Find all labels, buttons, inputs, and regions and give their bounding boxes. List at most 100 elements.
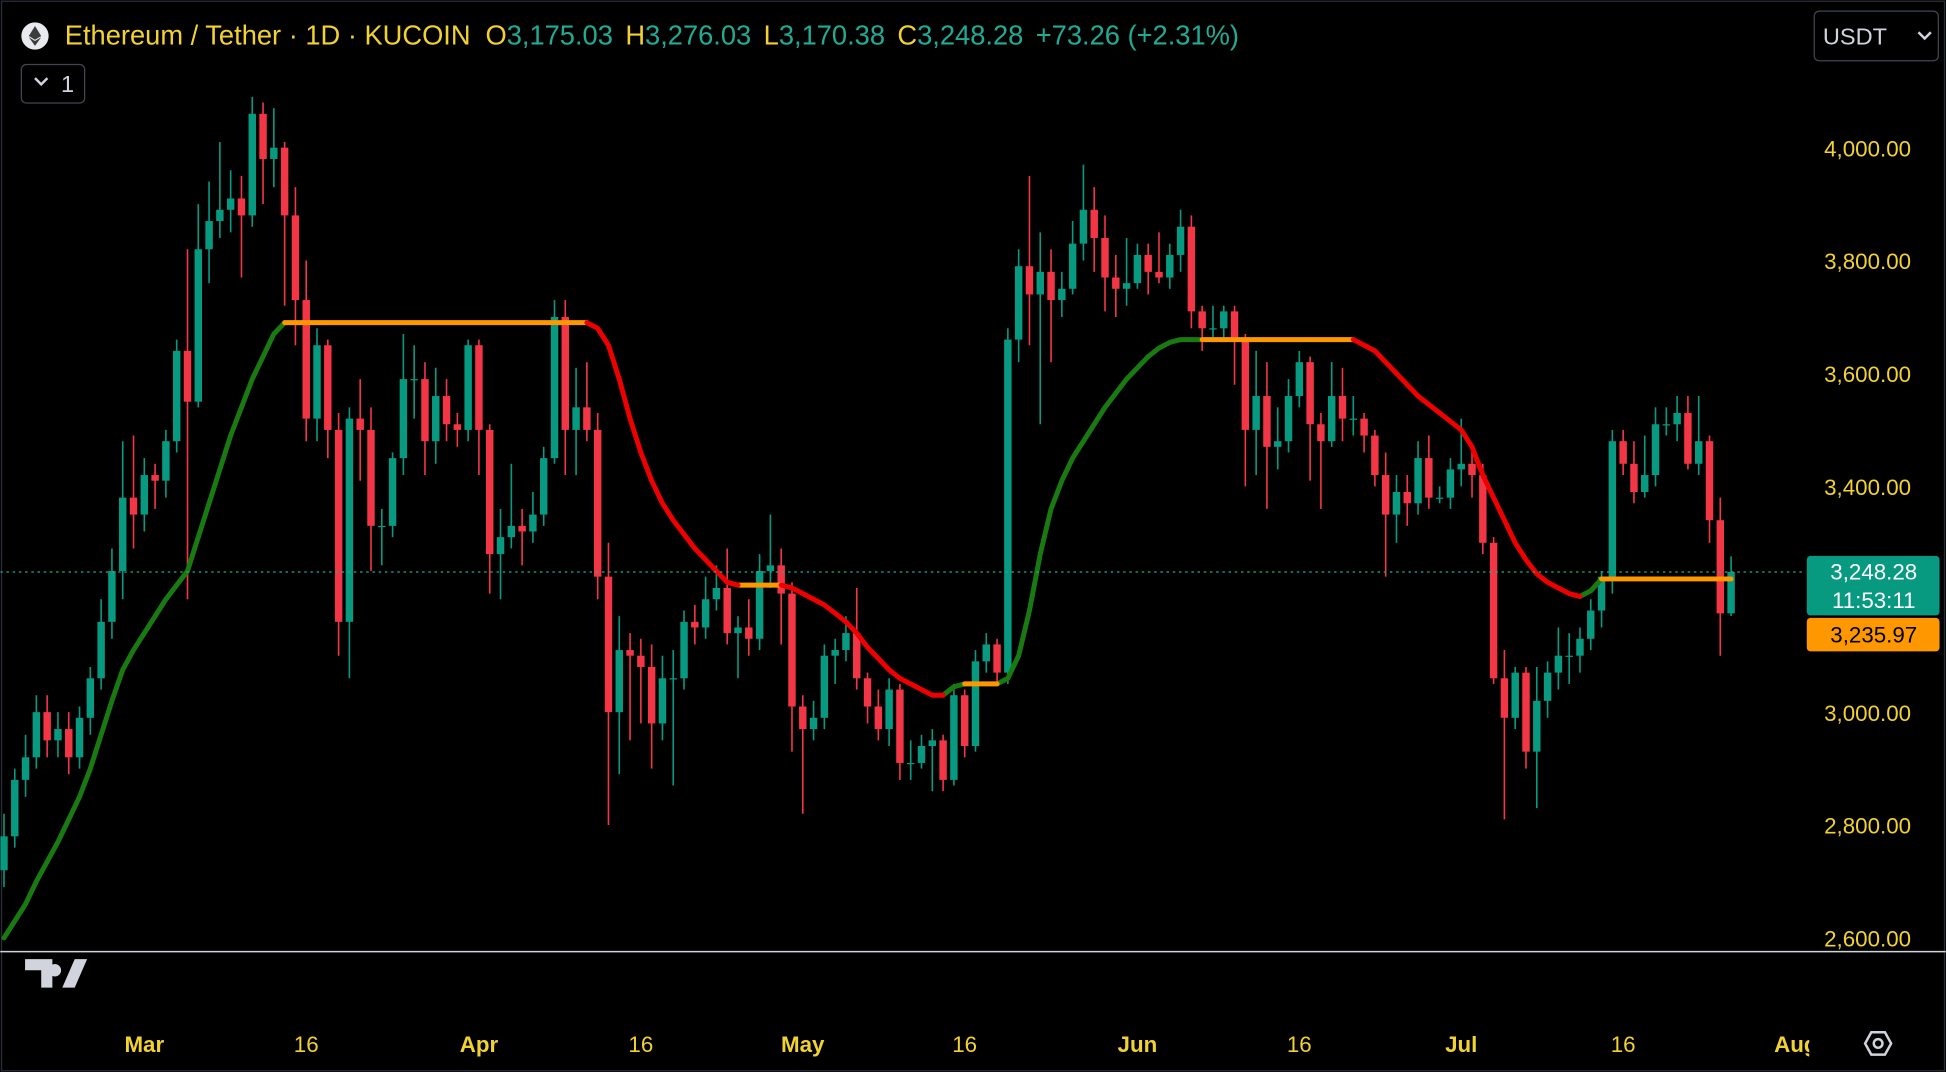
candle-body xyxy=(1349,418,1358,420)
candle-body xyxy=(399,379,408,459)
candle-body xyxy=(1673,412,1681,425)
x-tick-label: Apr xyxy=(460,1032,499,1057)
candle-body xyxy=(1727,571,1735,614)
candle-body xyxy=(140,475,149,515)
candle-body xyxy=(1079,209,1088,244)
candle-body xyxy=(971,661,980,747)
candle-body xyxy=(1122,283,1131,289)
ohlc-key: H xyxy=(625,20,645,51)
currency-button[interactable]: USDT xyxy=(1813,10,1939,62)
candle-body xyxy=(583,407,591,430)
candle-body xyxy=(313,345,321,419)
layout-button[interactable]: 1 xyxy=(20,63,86,104)
candle-body xyxy=(799,706,807,730)
candle-body xyxy=(1317,424,1325,442)
candle-body xyxy=(723,587,731,634)
candle-body xyxy=(324,345,332,430)
y-tick-label: 2,800.00 xyxy=(1824,814,1911,839)
button-frame xyxy=(1813,10,1939,62)
candle-body xyxy=(1047,271,1055,301)
candle-body xyxy=(820,655,829,718)
candle-body xyxy=(1068,243,1077,289)
candle-body xyxy=(1371,435,1379,476)
candle-body xyxy=(1220,311,1228,329)
candle-body xyxy=(86,678,95,718)
candle-body xyxy=(1284,396,1293,442)
x-tick-label: Jul xyxy=(1445,1032,1477,1057)
x-tick-label: 16 xyxy=(1611,1032,1636,1057)
candle-body xyxy=(874,706,883,730)
candle-body xyxy=(11,779,19,837)
candle-body xyxy=(378,525,386,528)
candle-body xyxy=(1025,266,1034,295)
candle-body xyxy=(356,418,364,430)
candle-body xyxy=(21,757,30,780)
candle-body xyxy=(1587,610,1595,639)
candle-body xyxy=(54,729,62,741)
candle-body xyxy=(669,678,677,680)
candle-body xyxy=(442,396,451,425)
y-tick-label: 3,600.00 xyxy=(1824,362,1911,387)
candle-body xyxy=(0,836,8,871)
candle-body xyxy=(1252,396,1260,430)
candle-body xyxy=(1522,672,1530,752)
candle-body xyxy=(486,429,494,555)
candle-body xyxy=(1036,271,1044,295)
candle-body xyxy=(302,300,310,419)
x-tick-label: 16 xyxy=(952,1032,977,1057)
candle-body xyxy=(421,379,429,442)
candle-body xyxy=(745,627,753,639)
chevron xyxy=(34,77,49,87)
settings-button[interactable] xyxy=(1863,1031,1893,1056)
candle-body xyxy=(906,762,915,765)
candle-body xyxy=(1004,339,1012,673)
candle-body xyxy=(529,514,537,532)
y-tick-label: 3,800.00 xyxy=(1824,249,1911,274)
candle-body xyxy=(496,537,505,555)
candle-body xyxy=(1155,271,1163,278)
time-axis: Mar 16 Apr 16 May 16 Jun 16 Jul 16 Aug xyxy=(124,1032,1809,1057)
candle-body xyxy=(108,571,116,622)
candle-body xyxy=(550,317,559,459)
ohlc-value: 3,276.03 xyxy=(645,20,751,51)
candle-body xyxy=(831,650,839,656)
candle-body xyxy=(388,458,397,526)
candle-body xyxy=(259,113,267,159)
candle-body xyxy=(1058,288,1066,301)
candle-body xyxy=(1705,441,1714,521)
x-tick-label: Mar xyxy=(124,1032,164,1057)
candle-body xyxy=(928,740,937,747)
eth-glyph xyxy=(28,26,42,46)
countdown: 11:53:11 xyxy=(1832,588,1916,613)
candle-body xyxy=(1533,700,1541,752)
candle-body xyxy=(1716,520,1725,614)
candle-body xyxy=(1457,463,1465,470)
candle-body xyxy=(691,621,699,628)
candle-body xyxy=(1176,226,1185,255)
candle-body xyxy=(1511,672,1519,718)
candle-body xyxy=(939,740,947,780)
candle-body xyxy=(1414,458,1422,504)
candle-body xyxy=(993,644,1001,673)
gear xyxy=(1863,1031,1893,1056)
last-price-label: 3,248.28 xyxy=(1830,559,1917,584)
candle-body xyxy=(162,441,170,481)
candle-body xyxy=(226,198,235,210)
candle-body xyxy=(1641,475,1649,492)
candle-body xyxy=(1187,226,1196,312)
candle-body xyxy=(248,113,256,216)
candle-body xyxy=(626,650,634,656)
candle-body xyxy=(1090,209,1098,238)
candle-body xyxy=(1241,339,1250,430)
candle-body xyxy=(280,147,289,216)
trend-price-label: 3,235.97 xyxy=(1830,623,1917,648)
candle-body xyxy=(1133,254,1142,284)
candle-body xyxy=(1554,655,1563,673)
candle-body xyxy=(637,655,645,667)
candle-body xyxy=(1295,362,1304,397)
candle-body xyxy=(518,525,526,532)
